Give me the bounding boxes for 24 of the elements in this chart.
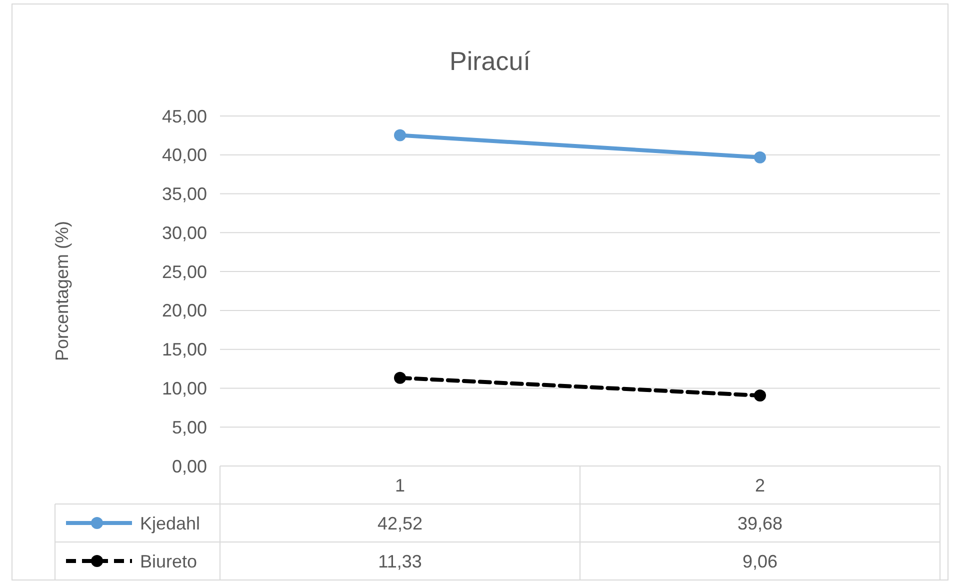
chart-title: Piracuí [450,46,532,76]
y-tick-label: 40,00 [162,145,207,166]
point [754,390,766,402]
legend-label: Biureto [140,551,198,572]
y-tick-label: 25,00 [162,262,207,282]
y-tick-label: 30,00 [162,222,207,243]
y-tick-label: 15,00 [162,340,207,360]
y-tick-label: 45,00 [162,106,207,126]
data-label: 39,68 [737,513,783,534]
y-tick-label: 5,00 [172,417,207,438]
y-axis-title: Porcentagem (%) [52,220,72,362]
point [394,372,406,384]
x-tick-label: 1 [394,475,406,496]
point [394,129,406,142]
y-tick-label: 0,00 [172,456,207,476]
x-tick-label: 2 [754,475,766,496]
y-tick-label: 20,00 [162,300,207,321]
data-label: 11,33 [378,551,422,572]
y-tick-label: 35,00 [162,184,207,204]
data-label: 9,06 [742,551,778,572]
y-tick-label: 10,00 [162,378,207,399]
data-label: 42,52 [377,513,423,534]
point [754,151,766,164]
legend-label: Kjedahl [140,513,200,534]
